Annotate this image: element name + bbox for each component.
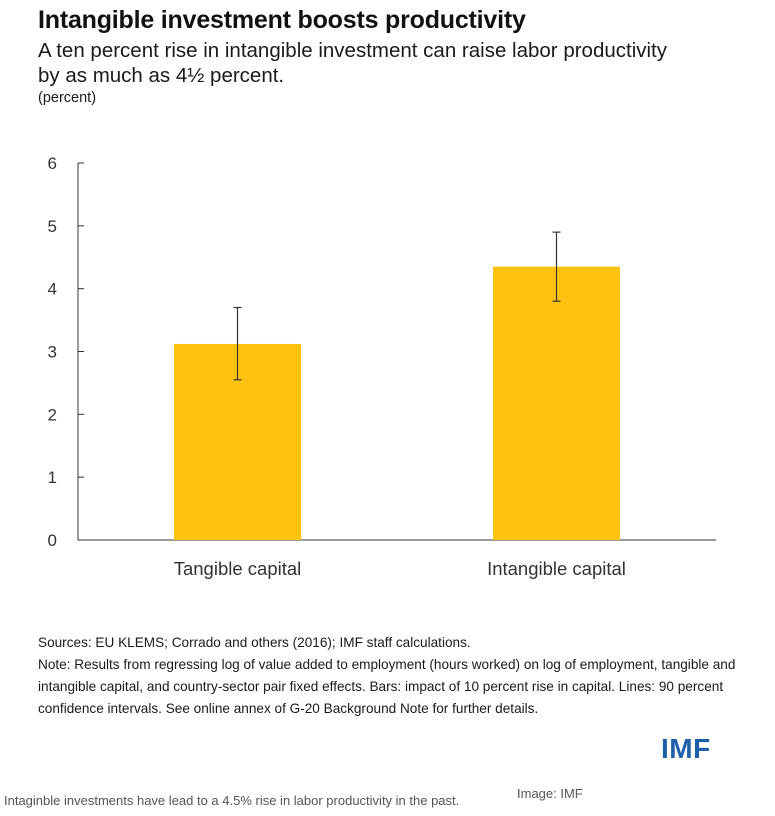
y-tick-label-5: 5 [48, 217, 57, 236]
y-tick-label-2: 2 [48, 405, 57, 424]
y-tick-label-6: 6 [48, 154, 57, 173]
chart-notes: Sources: EU KLEMS; Corrado and others (2… [38, 632, 738, 720]
note-text: Note: Results from regressing log of val… [38, 657, 736, 716]
bar-chart: 0 1 2 3 4 5 6 Tangible capital Intangible capita… [48, 154, 716, 579]
chart-subtitle: A ten percent rise in intangible investm… [38, 39, 668, 87]
chart-title: Intangible investment boosts productivit… [38, 6, 526, 34]
category-label-1: Tangible capital [174, 558, 302, 579]
bar-2 [493, 266, 620, 540]
image-credit: Image: IMF [517, 786, 583, 801]
sources-text: Sources: EU KLEMS; Corrado and others (2… [38, 635, 471, 650]
category-label-2: Intangible capital [487, 558, 626, 579]
imf-logo: IMF [661, 733, 711, 764]
y-tick-label-0: 0 [48, 531, 57, 550]
y-tick-label-1: 1 [48, 468, 57, 487]
y-tick-label-4: 4 [48, 280, 57, 299]
image-caption: Intaginble investments have lead to a 4.… [4, 793, 460, 808]
y-tick-label-3: 3 [48, 343, 57, 362]
unit-label: (percent) [38, 90, 97, 106]
